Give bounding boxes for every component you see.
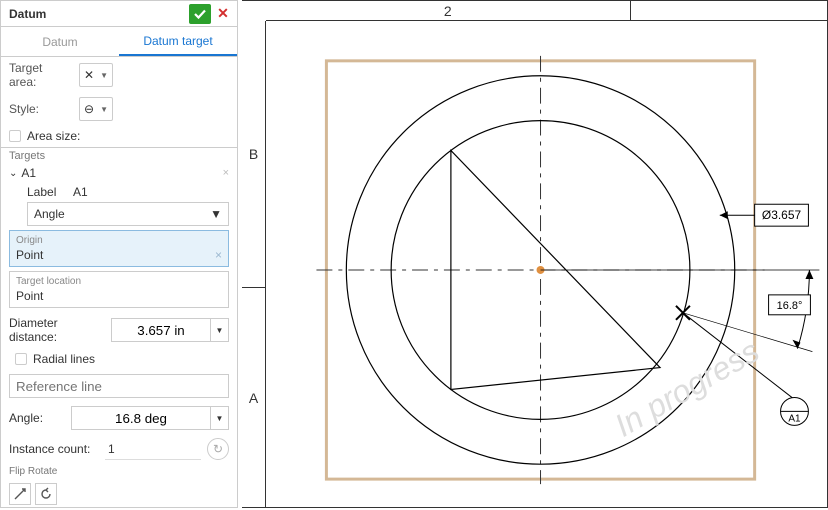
angle-type-dropdown[interactable]: Angle ▼ [27, 202, 229, 226]
remove-target-button[interactable]: × [223, 167, 229, 179]
angle-stepper[interactable]: ▼ [211, 406, 229, 430]
label-row: Label A1 [27, 185, 229, 199]
clear-origin-button[interactable]: × [215, 248, 222, 262]
flip-rotate-row: Flip Rotate [1, 464, 237, 483]
target-area-label: Target area: [9, 61, 73, 89]
flip-rotate-label: Flip Rotate [9, 466, 57, 477]
diameter-field: ▼ [111, 318, 229, 342]
header-actions: ✕ [189, 4, 233, 24]
targets-title: Targets [1, 148, 237, 164]
accept-button[interactable] [189, 4, 211, 24]
radial-checkbox[interactable] [15, 353, 27, 365]
target-area-row: Target area: ✕ ▼ [1, 57, 237, 93]
label-key: Label [27, 185, 67, 199]
datum-panel: Datum ✕ Datum Datum target Target area: … [0, 0, 238, 508]
flip-rotate-buttons [1, 483, 237, 507]
diameter-stepper[interactable]: ▼ [211, 318, 229, 342]
origin-label: Origin [16, 235, 222, 246]
col-2: 2 [266, 1, 631, 20]
instance-row: Instance count: 1 ↻ [1, 434, 237, 464]
label-value: A1 [73, 185, 88, 199]
area-size-checkbox[interactable] [9, 130, 21, 142]
circle-dash-icon: ⊖ [84, 102, 94, 116]
target-location-box[interactable]: Target location Point [9, 271, 229, 308]
diameter-row: Diameter distance: ▼ [1, 312, 237, 348]
horizontal-ruler: 2 [266, 1, 827, 21]
origin-value-row: Point × [16, 248, 222, 262]
panel-header: Datum ✕ [1, 1, 237, 27]
row-b: B [242, 21, 265, 288]
chevron-down-icon: ▼ [100, 105, 108, 114]
origin-box[interactable]: Origin Point × [9, 230, 229, 267]
target-name: A1 [21, 166, 36, 180]
target-leader [683, 313, 795, 400]
area-size-row: Area size: [1, 125, 237, 147]
area-size-label: Area size: [27, 129, 80, 143]
angle-text: 16.8° [777, 300, 803, 312]
angle-row: Angle: ▼ [1, 402, 237, 434]
flip-icon [13, 487, 27, 501]
col-blank [631, 1, 827, 20]
rotate-button[interactable] [35, 483, 57, 505]
angle-ref-d [683, 313, 812, 352]
radial-row: Radial lines [1, 348, 237, 370]
diameter-input[interactable] [111, 318, 211, 342]
refline-row [9, 374, 229, 398]
refresh-instance-button[interactable]: ↻ [207, 438, 229, 460]
drawing-svg: Ø3.657 16.8° A1 [266, 21, 827, 507]
diam-text: Ø3.657 [762, 208, 802, 222]
target-item-a1[interactable]: ⌄ A1 × [1, 164, 237, 182]
angle-input[interactable] [71, 406, 211, 430]
angle-field: ▼ [71, 406, 229, 430]
diameter-label: Diameter distance: [9, 316, 105, 344]
cancel-button[interactable]: ✕ [213, 4, 233, 24]
drawing-viewport[interactable]: Ø3.657 16.8° A1 In progress [266, 21, 827, 507]
chevron-down-icon: ▼ [210, 207, 222, 221]
check-icon [193, 7, 207, 21]
style-label: Style: [9, 102, 73, 116]
canvas-area: 2 B A Ø3.657 [242, 0, 828, 508]
target-location-value: Point [16, 289, 43, 303]
row-a: A [242, 288, 265, 507]
reference-line-input[interactable] [9, 374, 229, 398]
target-location-label: Target location [16, 276, 222, 287]
flip-button[interactable] [9, 483, 31, 505]
chevron-down-icon: ▼ [100, 71, 108, 80]
target-details: Label A1 Angle ▼ [1, 185, 237, 226]
panel-title: Datum [9, 7, 46, 21]
origin-value: Point [16, 248, 43, 262]
angle-label: Angle: [9, 411, 45, 425]
target-area-dropdown[interactable]: ✕ ▼ [79, 63, 113, 87]
vertical-ruler: B A [242, 21, 266, 507]
style-dropdown[interactable]: ⊖ ▼ [79, 97, 113, 121]
x-icon: ✕ [84, 68, 94, 82]
diam-arrow [720, 211, 728, 219]
angle-type-label: Angle [34, 207, 65, 221]
instance-label: Instance count: [9, 442, 99, 456]
tab-datum[interactable]: Datum [1, 27, 119, 56]
instance-value: 1 [105, 439, 201, 460]
chevron-down-icon[interactable]: ⌄ [9, 168, 17, 179]
tab-bar: Datum Datum target [1, 27, 237, 57]
targets-section: Targets ⌄ A1 × Label A1 Angle ▼ Origin P… [1, 147, 237, 507]
radial-label: Radial lines [33, 352, 95, 366]
rotate-icon [39, 487, 53, 501]
style-row: Style: ⊖ ▼ [1, 93, 237, 125]
target-symbol-text: A1 [788, 413, 801, 424]
angle-arrow-top [805, 270, 813, 279]
tab-datum-target[interactable]: Datum target [119, 27, 237, 56]
